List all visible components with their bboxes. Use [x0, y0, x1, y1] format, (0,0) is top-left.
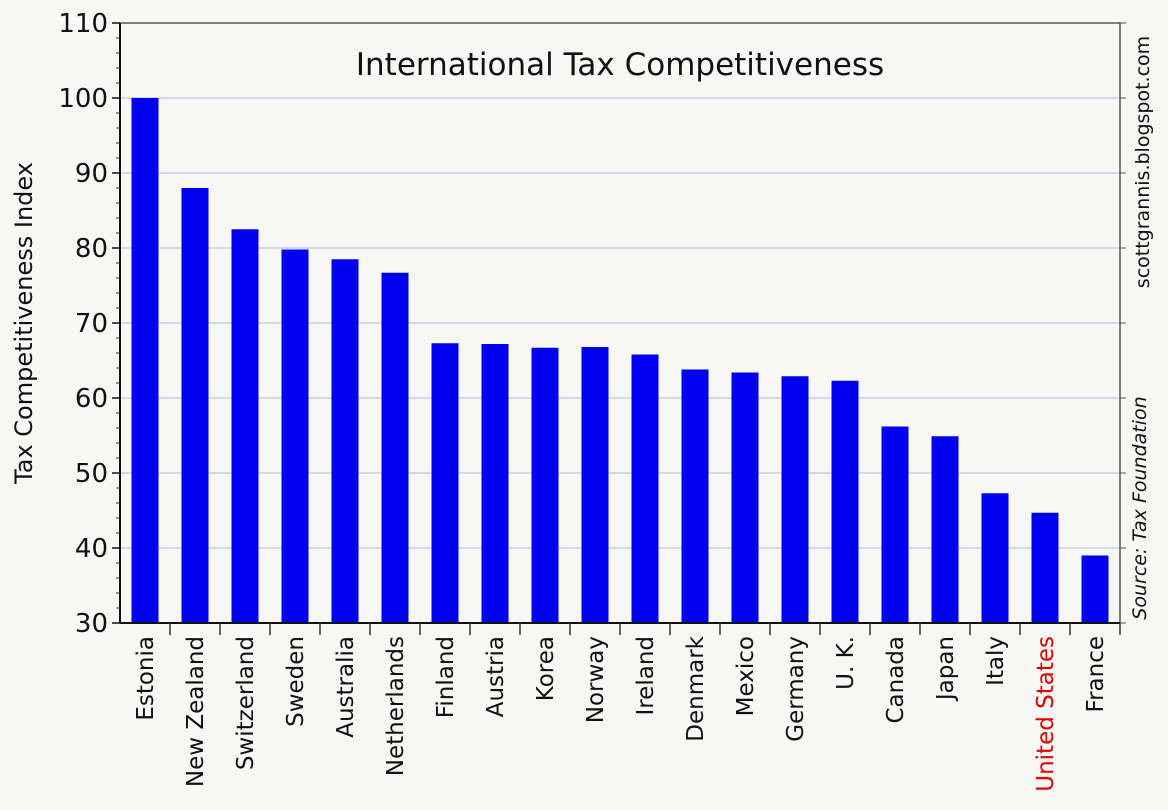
bar-finland	[431, 343, 459, 623]
x-tick-label: Ireland	[633, 636, 659, 716]
bar-italy	[981, 493, 1009, 623]
y-tick-label: 100	[58, 84, 108, 114]
chart-title: International Tax Competitiveness	[356, 47, 884, 83]
x-tick-label: Italy	[983, 636, 1009, 686]
x-ticks: Estonia New Zealand Switzerland Sweden Austr…	[133, 623, 1121, 792]
x-tick-label: Germany	[783, 636, 809, 742]
y-tick-label: 90	[75, 159, 108, 189]
bar-japan	[931, 436, 959, 623]
y-tick-label: 40	[75, 534, 108, 564]
y-tick-label: 70	[75, 309, 108, 339]
x-tick-label: Japan	[933, 636, 959, 702]
x-tick-label: Mexico	[733, 636, 759, 716]
bars	[131, 98, 1109, 623]
x-tick-label: Switzerland	[233, 636, 259, 770]
y-tick-label: 110	[58, 9, 108, 39]
x-tick-label: Korea	[533, 636, 559, 701]
x-tick-label: France	[1083, 636, 1109, 712]
gridlines	[120, 97, 1120, 549]
bar-mexico	[731, 372, 759, 623]
x-tick-label: Norway	[583, 636, 609, 723]
bar-switzerland	[231, 229, 259, 623]
source-note: Source: Tax Foundation	[1129, 396, 1151, 619]
bar-estonia	[131, 98, 159, 623]
y-tick-label: 80	[75, 234, 108, 264]
bar-netherlands	[381, 272, 409, 623]
x-tick-label: U. K.	[833, 636, 859, 690]
x-tick-label: Austria	[483, 636, 509, 717]
x-tick-label: Denmark	[683, 635, 709, 741]
bar-ireland	[631, 354, 659, 623]
watermark-text: scottgrannis.blogspot.com	[1132, 36, 1154, 288]
bar-korea	[531, 347, 559, 623]
y-ticks: 30 40 50 60 70 80 90 100 110	[58, 9, 1126, 639]
bar-germany	[781, 376, 809, 623]
bar-denmark	[681, 369, 709, 623]
bar-united-states	[1031, 512, 1059, 623]
bar-u-k	[831, 380, 859, 623]
x-tick-label: New Zealand	[183, 636, 209, 787]
y-tick-label: 60	[75, 384, 108, 414]
x-tick-label: Sweden	[283, 636, 309, 727]
y-tick-label: 30	[75, 609, 108, 639]
bar-austria	[481, 344, 509, 623]
y-tick-label: 50	[75, 459, 108, 489]
x-tick-label: Finland	[433, 636, 459, 718]
x-tick-label: United States	[1033, 636, 1059, 792]
bar-australia	[331, 259, 359, 623]
bar-new-zealand	[181, 188, 209, 623]
bar-canada	[881, 426, 909, 623]
x-tick-label: Netherlands	[383, 636, 409, 776]
bar-sweden	[281, 249, 309, 623]
x-tick-label: Canada	[883, 636, 909, 724]
x-tick-label: Estonia	[133, 636, 159, 721]
x-tick-label: Australia	[333, 636, 359, 738]
y-axis-label: Tax Competitiveness Index	[10, 162, 38, 485]
bar-france	[1081, 555, 1109, 623]
bar-norway	[581, 347, 609, 623]
